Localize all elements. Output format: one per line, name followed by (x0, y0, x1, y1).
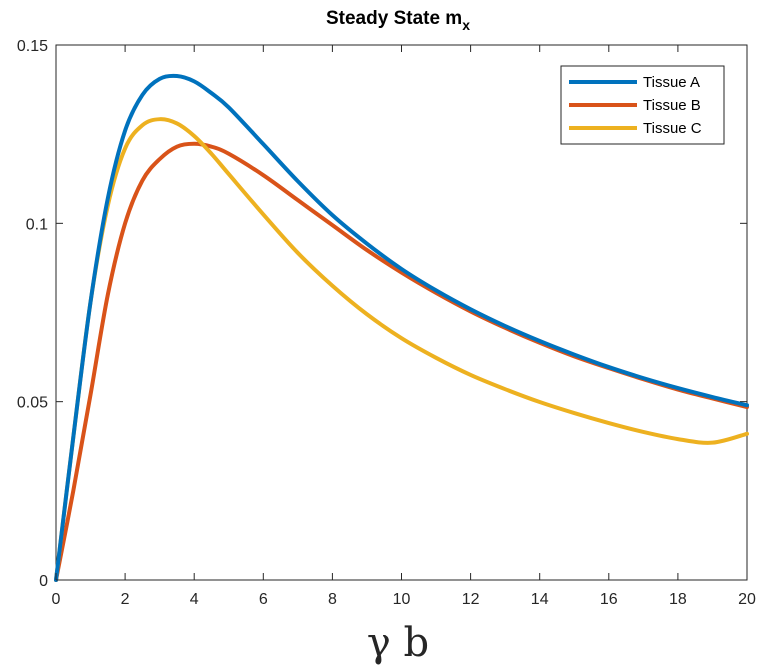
x-tick-label: 8 (328, 591, 337, 608)
y-tick-label: 0.15 (17, 38, 48, 55)
series-line-tissue-c (54, 117, 749, 582)
x-tick-label: 12 (462, 591, 480, 608)
x-tick-label: 20 (738, 591, 756, 608)
x-tick-label: 4 (190, 591, 199, 608)
y-tick-label: 0.05 (17, 395, 48, 412)
legend-label-tissue-b: Tissue B (643, 97, 701, 114)
x-tick-label: 16 (600, 591, 618, 608)
ticks-layer: 0 2 4 6 8 10 12 14 16 18 20 0 0.05 0.1 0.15 (17, 38, 756, 608)
y-tick-label: 0.1 (26, 216, 48, 233)
chart-title-main: Steady State m (326, 8, 462, 29)
x-tick-label: 18 (669, 591, 687, 608)
x-axis-label: γ b (367, 620, 429, 666)
series-line-tissue-a (54, 73, 749, 582)
x-tick-label: 0 (52, 591, 61, 608)
x-tick-label: 14 (531, 591, 549, 608)
x-tick-label: 10 (393, 591, 411, 608)
legend-label-tissue-c: Tissue C (643, 120, 702, 137)
chart-title: Steady State mx (326, 8, 470, 33)
chart-title-subscript: x (462, 17, 470, 33)
legend: Tissue A Tissue B Tissue C (560, 65, 725, 145)
legend-label-tissue-a: Tissue A (643, 74, 700, 91)
x-tick-label: 6 (259, 591, 268, 608)
x-tick-label: 2 (121, 591, 130, 608)
y-tick-label: 0 (39, 573, 48, 590)
series-layer (54, 73, 749, 582)
